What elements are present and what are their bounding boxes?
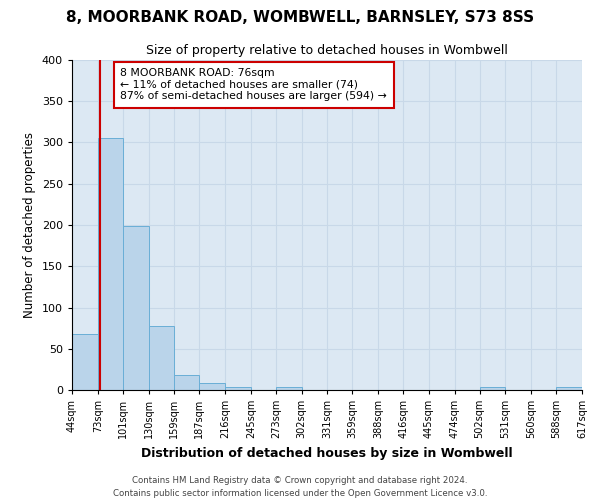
Text: Contains HM Land Registry data © Crown copyright and database right 2024.
Contai: Contains HM Land Registry data © Crown c… [113,476,487,498]
Bar [199,384,225,390]
Bar [72,334,98,390]
Bar [556,386,582,390]
Bar [123,226,149,390]
Text: 8 MOORBANK ROAD: 76sqm
← 11% of detached houses are smaller (74)
87% of semi-det: 8 MOORBANK ROAD: 76sqm ← 11% of detached… [121,68,387,102]
X-axis label: Distribution of detached houses by size in Wombwell: Distribution of detached houses by size … [141,446,513,460]
Bar [479,386,505,390]
Bar [98,138,123,390]
Bar [276,386,302,390]
Y-axis label: Number of detached properties: Number of detached properties [23,132,36,318]
Bar [149,326,175,390]
Bar [225,386,251,390]
Title: Size of property relative to detached houses in Wombwell: Size of property relative to detached ho… [146,44,508,58]
Text: 8, MOORBANK ROAD, WOMBWELL, BARNSLEY, S73 8SS: 8, MOORBANK ROAD, WOMBWELL, BARNSLEY, S7… [66,10,534,25]
Bar [175,375,199,390]
